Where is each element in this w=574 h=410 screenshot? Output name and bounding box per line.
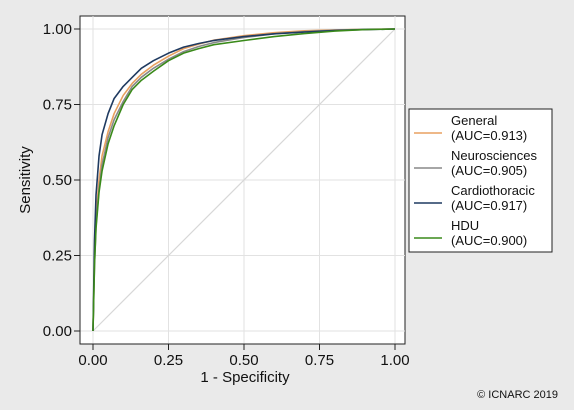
legend-auc-label: (AUC=0.905) bbox=[451, 163, 527, 178]
y-tick-label: 0.25 bbox=[43, 248, 72, 265]
x-axis: 0.00 0.25 0.50 0.75 1.00 bbox=[78, 343, 410, 369]
legend-label: HDU bbox=[451, 218, 479, 233]
x-tick-label: 0.75 bbox=[305, 352, 334, 369]
x-axis-title: 1 - Specificity bbox=[200, 369, 290, 386]
legend-label: Cardiothoracic bbox=[451, 183, 535, 198]
roc-curve-general bbox=[92, 28, 396, 332]
copyright-text: © ICNARC 2019 bbox=[477, 389, 558, 401]
x-tick-label: 0.00 bbox=[78, 352, 107, 369]
x-tick-label: 0.25 bbox=[154, 352, 183, 369]
reference-diagonal-line bbox=[92, 28, 396, 332]
x-tick-label: 1.00 bbox=[380, 352, 409, 369]
legend-label: Neurosciences bbox=[451, 148, 537, 163]
legend-auc-label: (AUC=0.917) bbox=[451, 198, 527, 213]
x-tick-label: 0.50 bbox=[229, 352, 258, 369]
legend-auc-label: (AUC=0.900) bbox=[451, 233, 527, 248]
y-tick-label: 0.00 bbox=[43, 323, 72, 340]
roc-curve-cardiothoracic bbox=[92, 28, 396, 332]
y-tick-label: 0.50 bbox=[43, 172, 72, 189]
legend-auc-label: (AUC=0.913) bbox=[451, 128, 527, 143]
roc-curve-hdu bbox=[92, 28, 396, 332]
legend-label: General bbox=[451, 113, 497, 128]
legend: General(AUC=0.913)Neurosciences(AUC=0.90… bbox=[408, 108, 553, 253]
y-axis: 0.00 0.25 0.50 0.75 1.00 bbox=[43, 16, 81, 344]
y-tick-label: 0.75 bbox=[43, 97, 72, 114]
y-axis-title: Sensitivity bbox=[17, 146, 34, 214]
y-tick-label: 1.00 bbox=[43, 21, 72, 38]
roc-curves bbox=[92, 28, 396, 332]
